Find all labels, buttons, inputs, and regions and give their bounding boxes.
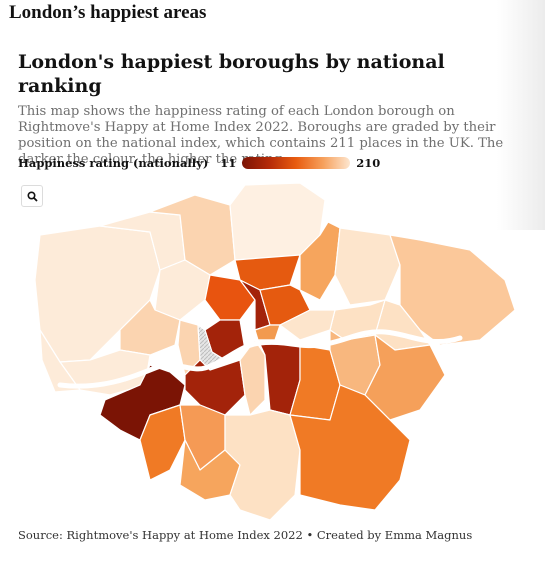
borough-redbridge[interactable]: [334, 227, 401, 306]
borough-bexley[interactable]: [364, 334, 446, 421]
borough-havering[interactable]: [389, 234, 516, 346]
borough-lambeth[interactable]: [239, 339, 266, 416]
borough-bromley[interactable]: [289, 384, 411, 511]
borough-hillingdon-south[interactable]: [39, 329, 81, 393]
legend: Happiness rating (nationally) 11 210: [18, 156, 380, 170]
source-credit: Source: Rightmove's Happy at Home Index …: [18, 528, 473, 542]
borough-city-of-london[interactable]: [254, 324, 281, 341]
legend-label: Happiness rating (nationally): [18, 156, 209, 170]
borough-waltham-forest[interactable]: [299, 221, 341, 301]
map-title: London's happiest boroughs by national r…: [18, 51, 445, 97]
map-description: This map shows the happiness rating of e…: [18, 104, 504, 167]
search-icon: [26, 190, 38, 202]
borough-barnet[interactable]: [149, 194, 236, 276]
river-thames: [57, 329, 463, 389]
london-borough-map[interactable]: [0, 180, 545, 525]
borough-tower-hamlets[interactable]: [279, 309, 336, 341]
legend-max-value: 210: [356, 156, 381, 170]
legend-color-scale: [242, 157, 351, 169]
scroll-shadow: [497, 0, 545, 230]
map-card: London's happiest boroughs by national r…: [18, 50, 528, 168]
legend-min-value: 11: [220, 156, 237, 170]
section-title: London’s happiest areas: [9, 2, 207, 23]
borough-croydon[interactable]: [224, 409, 301, 521]
zoom-button[interactable]: [21, 185, 43, 207]
